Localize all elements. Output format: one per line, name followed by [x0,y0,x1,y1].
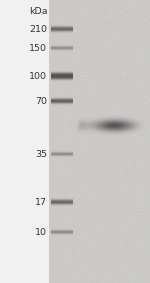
Text: 17: 17 [35,198,47,207]
Bar [0,0,50,283]
Text: kDa: kDa [29,7,47,16]
Text: 100: 100 [29,72,47,81]
Text: 35: 35 [35,150,47,159]
Text: 10: 10 [35,228,47,237]
Text: 150: 150 [29,44,47,53]
Text: 70: 70 [35,97,47,106]
Bar [50,0,150,283]
Text: 210: 210 [29,25,47,34]
